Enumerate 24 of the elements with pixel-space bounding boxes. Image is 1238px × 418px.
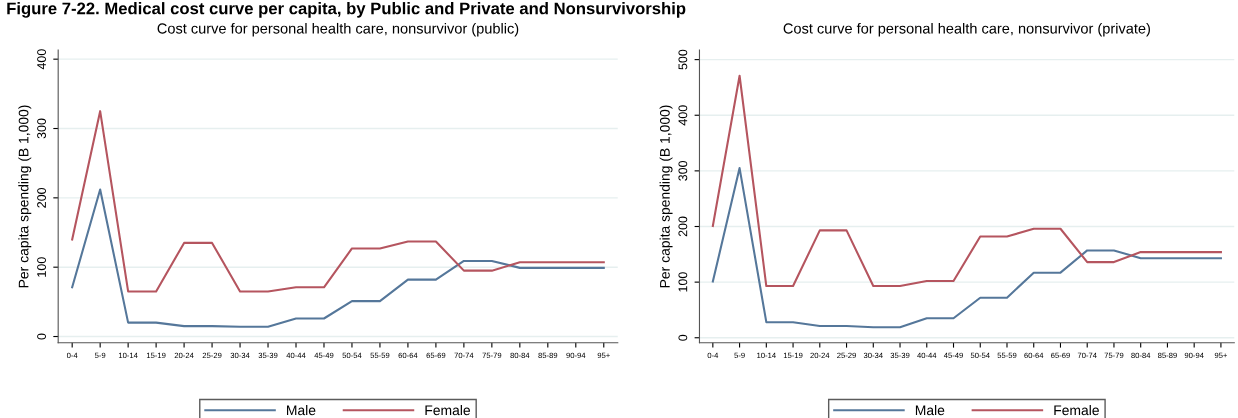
legend-label: Female: [425, 405, 471, 416]
y-tick-label: 100: [678, 272, 688, 292]
y-axis-title: Per capita spending (B 1,000): [659, 105, 673, 288]
line-series: [71, 110, 605, 293]
chart-title: Cost curve for personal health care, nonsurvivor (private): [783, 22, 1150, 37]
y-tick-label: 300: [678, 160, 688, 181]
y-tick-label: 0: [37, 333, 46, 340]
legend-label: Male: [287, 405, 316, 416]
y-tick-label: 0: [678, 334, 688, 341]
line-series: [711, 167, 1222, 329]
y-tick-label: 200: [37, 187, 46, 208]
caption: Figure 7-22. Medical cost curve per capita, by Public and Private and Nonsurvivorship: [7, 2, 686, 18]
y-tick-label: 400: [678, 105, 688, 126]
y-tick-label: 400: [37, 49, 46, 70]
legend-label: Female: [1054, 405, 1099, 416]
line-series: [711, 74, 1222, 288]
y-tick-label: 300: [37, 118, 46, 139]
y-axis-title: Per capita spending (B 1,000): [18, 105, 32, 288]
chart-title: Cost curve for personal health care, nonsurvivor (public): [157, 22, 519, 37]
y-tick-label: 200: [678, 216, 688, 237]
y-tick-label: 500: [678, 49, 688, 70]
legend-label: Male: [915, 405, 945, 416]
line-series: [71, 188, 605, 328]
y-tick-label: 100: [37, 257, 46, 277]
